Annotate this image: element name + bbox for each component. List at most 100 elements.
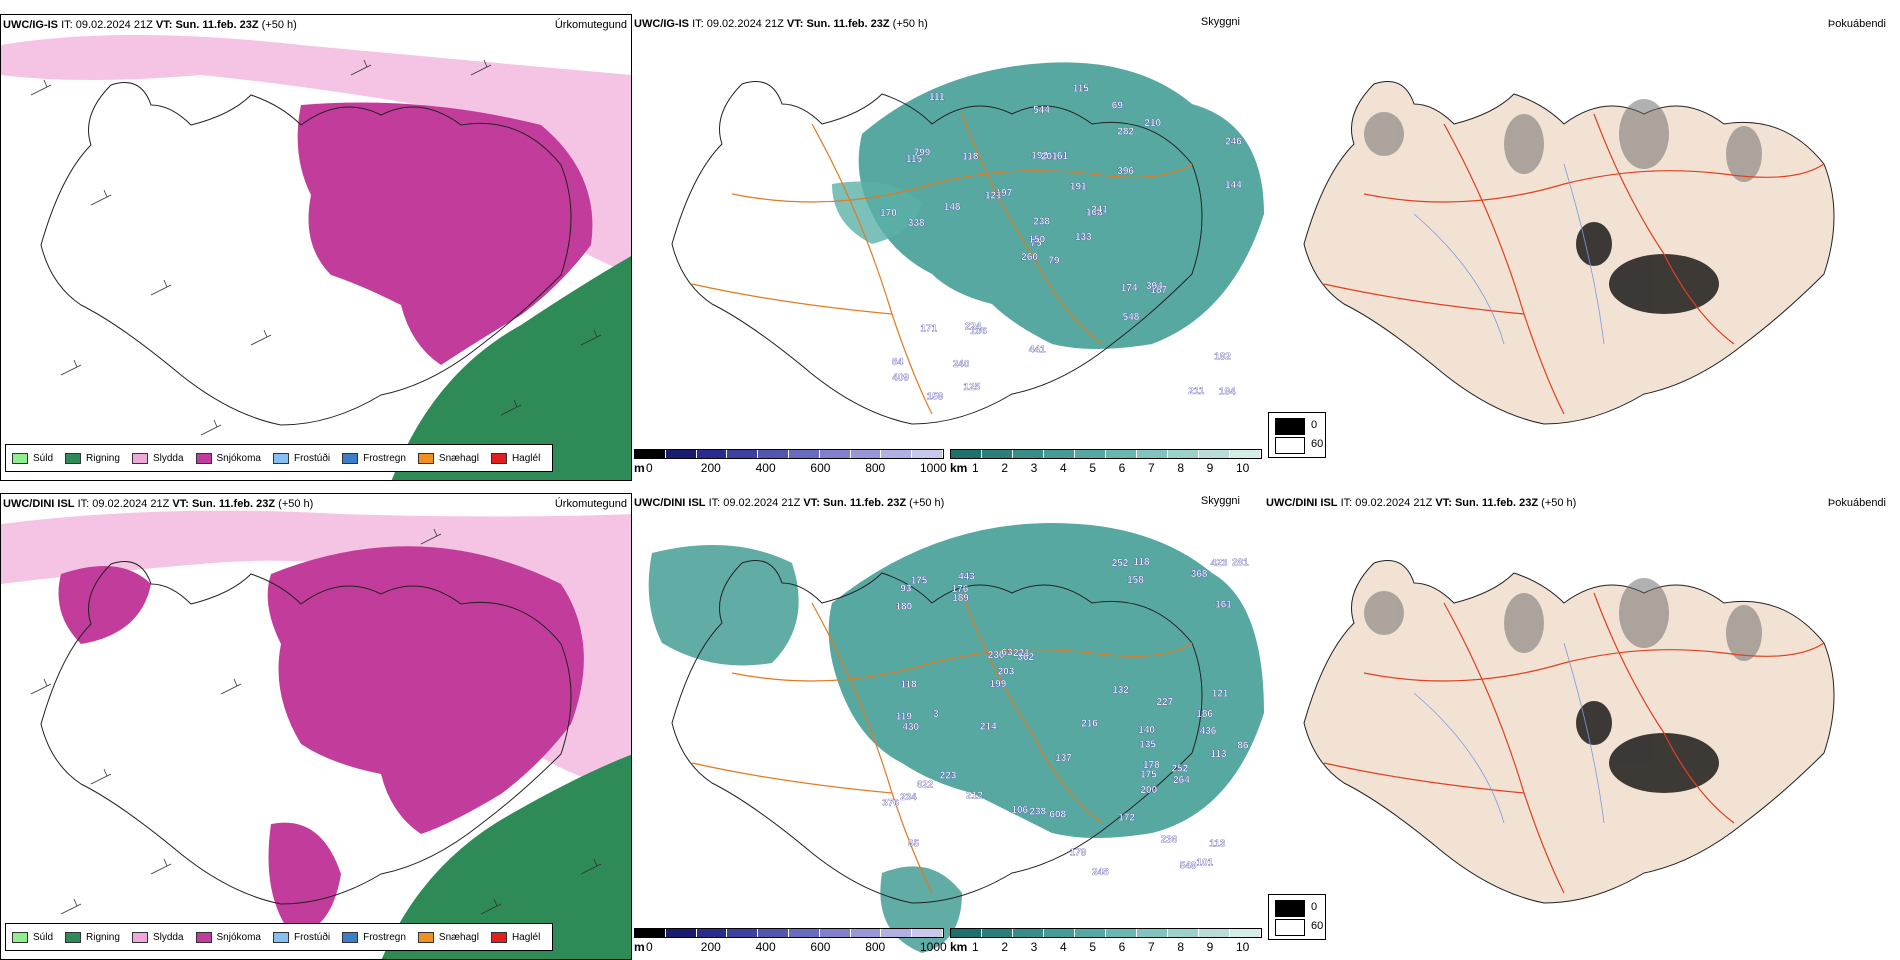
panel-title: Skyggni <box>1200 16 1240 28</box>
fog-legend-bottom: 0 60 <box>1268 894 1326 940</box>
height-labels-bottom: 135 436 65 443 362 236 234 158 230 248 180 119 93 113… <box>882 557 1249 879</box>
height-label: 118 <box>962 152 979 163</box>
height-label: 65 <box>908 839 920 850</box>
height-label: 119 <box>896 711 913 722</box>
colorbar-tick: 400 <box>755 461 776 475</box>
height-label: 171 <box>920 323 937 334</box>
height-label: 240 <box>953 359 970 370</box>
height-label: 159 <box>927 391 944 402</box>
colorbar-tick: 2 <box>1001 940 1009 954</box>
colorbar-tick: 200 <box>700 940 721 954</box>
colorbar-tick: 800 <box>865 461 886 475</box>
height-label: 176 <box>952 584 969 595</box>
legend-item: Snæhagl <box>417 931 479 943</box>
panel-header: UWC/DINI ISL IT: 09.02.2024 21Z VT: Sun.… <box>3 498 314 510</box>
panel-title: Úrkomutegund <box>554 498 627 510</box>
colorbar-tick: 800 <box>865 940 886 954</box>
colorbar-tick: 5 <box>1089 940 1097 954</box>
precip-legend: Súld Rigning Slydda Snjókoma Frostúði Fr… <box>5 923 554 951</box>
colorbar-tick: 600 <box>810 461 831 475</box>
fog-panel-bottom: UWC/DINI ISL IT: 09.02.2024 21Z VT: Sun.… <box>1264 493 1896 960</box>
height-label: 118 <box>1133 557 1150 568</box>
height-label: 79 <box>1048 256 1060 267</box>
height-label: 409 <box>892 372 909 383</box>
colorbar-tick: 8 <box>1177 940 1185 954</box>
height-label: 197 <box>996 188 1013 199</box>
height-label: 75 <box>1030 238 1042 249</box>
height-label: 430 <box>902 722 919 733</box>
height-label: 622 <box>917 780 934 791</box>
cloud-panel-bottom: 135 436 65 443 362 236 234 158 230 248 180 119 93 113… <box>632 493 1264 960</box>
height-label: 175 <box>911 576 928 587</box>
height-label: 106 <box>970 326 987 337</box>
colorbar-tick: 4 <box>1060 461 1067 475</box>
height-label: 203 <box>998 666 1015 677</box>
height-label: 238 <box>1029 807 1046 818</box>
height-label: 394 <box>1146 281 1163 292</box>
height-label: 216 <box>1081 718 1098 729</box>
height-label: 236 <box>1161 835 1178 846</box>
fog-map-bottom <box>1264 493 1896 960</box>
fog-legend-top: 0 60 <box>1268 412 1326 458</box>
height-label: 158 <box>1127 575 1144 586</box>
colorbar-tick: 10 <box>1236 940 1250 954</box>
height-label: 111 <box>929 92 945 103</box>
panel-title: Þokuábendi <box>1827 18 1886 30</box>
height-label: 106 <box>1011 805 1028 816</box>
height-label: 441 <box>1029 344 1046 355</box>
legend-item: Frostúði <box>272 452 330 464</box>
legend-item: Snæhagl <box>417 452 479 464</box>
height-label: 179 <box>1070 848 1087 859</box>
visibility-colorbar: km 1 2 3 4 5 6 7 8 9 10 <box>950 928 1262 958</box>
colorbar-tick: 600 <box>810 940 831 954</box>
panel-title: Úrkomutegund <box>554 19 627 31</box>
height-label: 252 <box>1112 558 1129 569</box>
height-label: 118 <box>901 679 918 690</box>
height-label: 132 <box>1112 685 1129 696</box>
height-label: 230 <box>988 650 1005 661</box>
precip-panel-top: UWC/IG-IS IT: 09.02.2024 21Z VT: Sun. 11… <box>0 14 632 481</box>
legend-item: Frostregn <box>342 931 406 943</box>
fog-panel-top: Þokuábendi <box>1264 14 1896 481</box>
height-label: 170 <box>880 208 897 219</box>
legend-item: Súld <box>12 931 53 943</box>
height-label: 101 <box>1197 858 1214 869</box>
height-label: 264 <box>1173 775 1190 786</box>
colorbar-tick: 2 <box>1001 461 1009 475</box>
height-colorbar: m 0 200 400 600 800 1000 <box>634 449 947 479</box>
height-label: 194 <box>1219 386 1236 397</box>
legend-item: Snjókoma <box>195 931 261 943</box>
visibility-colorbar: km 1 2 3 4 5 6 7 8 9 10 <box>950 449 1262 479</box>
height-label: 362 <box>1017 652 1034 663</box>
cloud-map-bottom: 1354366544336223623415823024818011993113… <box>632 493 1264 960</box>
height-label: 93 <box>900 584 912 595</box>
colorbar-tick: 6 <box>1118 940 1126 954</box>
colorbar-tick: 400 <box>755 940 776 954</box>
height-label: 227 <box>1157 697 1174 708</box>
height-label: 133 <box>1075 232 1092 243</box>
colorbar-tick: 6 <box>1118 461 1126 475</box>
colorbar-tick: 8 <box>1177 461 1185 475</box>
height-label: 282 <box>1117 127 1134 138</box>
height-label: 186 <box>1196 709 1213 720</box>
height-label: 443 <box>958 572 975 583</box>
height-label: 137 <box>1055 753 1072 764</box>
colorbar-tick: 200 <box>700 461 721 475</box>
height-label: 211 <box>1188 386 1205 397</box>
legend-item: Slydda <box>131 452 184 464</box>
height-label: 113 <box>1210 749 1227 760</box>
height-label: 548 <box>1123 312 1140 323</box>
height-label: 148 <box>944 202 961 213</box>
colorbar-tick: 7 <box>1148 940 1155 954</box>
legend-item: Rigning <box>65 931 120 943</box>
colorbar-tick: 3 <box>1030 461 1038 475</box>
height-label: 192 <box>1031 150 1048 161</box>
colorbar-tick: 1000 <box>920 461 947 475</box>
colorbar-tick: 1 <box>972 940 979 954</box>
height-label: 223 <box>940 771 957 782</box>
height-label: 135 <box>1139 739 1156 750</box>
height-label: 549 <box>1180 860 1197 871</box>
height-label: 3 <box>933 709 939 720</box>
colorbar-tick: 3 <box>1030 940 1038 954</box>
height-label: 189 <box>952 593 969 604</box>
